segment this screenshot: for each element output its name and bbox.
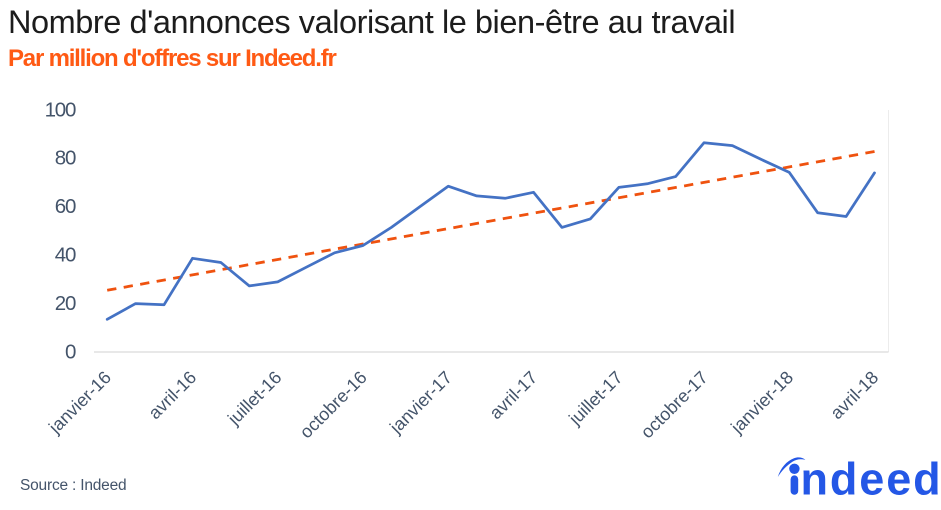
svg-text:40: 40 [55, 244, 76, 267]
svg-text:juillet-16: juillet-16 [223, 367, 285, 429]
svg-text:80: 80 [55, 147, 76, 170]
svg-text:janvier-18: janvier-18 [726, 367, 797, 438]
svg-text:avril-16: avril-16 [144, 367, 200, 423]
svg-text:octobre-17: octobre-17 [637, 367, 712, 442]
svg-text:60: 60 [55, 195, 76, 218]
svg-text:janvier-17: janvier-17 [385, 367, 456, 438]
svg-text:100: 100 [45, 98, 76, 121]
svg-text:0: 0 [65, 340, 76, 363]
svg-text:juillet-17: juillet-17 [564, 367, 626, 429]
svg-text:ndeed: ndeed [801, 454, 941, 505]
svg-text:20: 20 [55, 292, 76, 315]
svg-text:avril-17: avril-17 [485, 367, 541, 423]
svg-text:octobre-16: octobre-16 [296, 367, 371, 442]
svg-text:janvier-16: janvier-16 [44, 367, 115, 438]
svg-text:avril-18: avril-18 [826, 367, 882, 423]
